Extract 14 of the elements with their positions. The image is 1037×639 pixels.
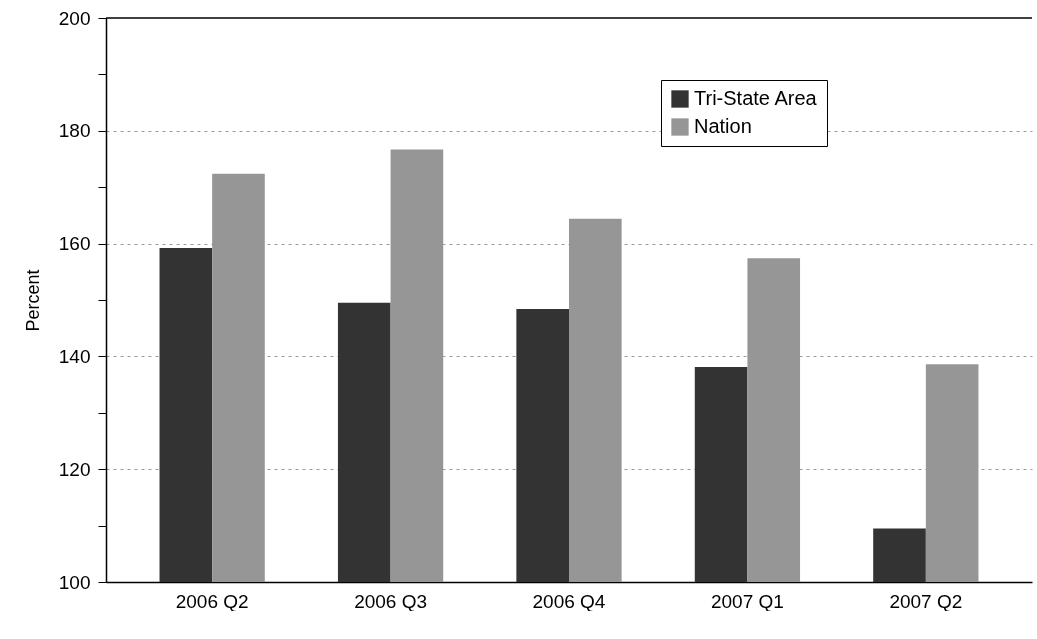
legend-label: Nation <box>694 115 752 137</box>
x-tick-label: 2007 Q2 <box>889 590 963 612</box>
y-tick-label: 100 <box>58 571 91 593</box>
y-axis-title: Percent <box>22 269 43 332</box>
y-tick-label: 120 <box>58 458 91 480</box>
y-tick-label: 180 <box>58 120 91 142</box>
x-tick-label: 2006 Q3 <box>354 590 428 612</box>
x-tick-label: 2007 Q1 <box>710 590 784 612</box>
y-tick-label: 200 <box>58 7 91 29</box>
legend-label: Tri-State Area <box>694 87 818 109</box>
y-tick-label: 160 <box>58 233 91 255</box>
y-tick-label: 140 <box>58 345 91 367</box>
x-tick-label: 2006 Q2 <box>175 590 249 612</box>
x-tick-label: 2006 Q4 <box>532 590 606 612</box>
